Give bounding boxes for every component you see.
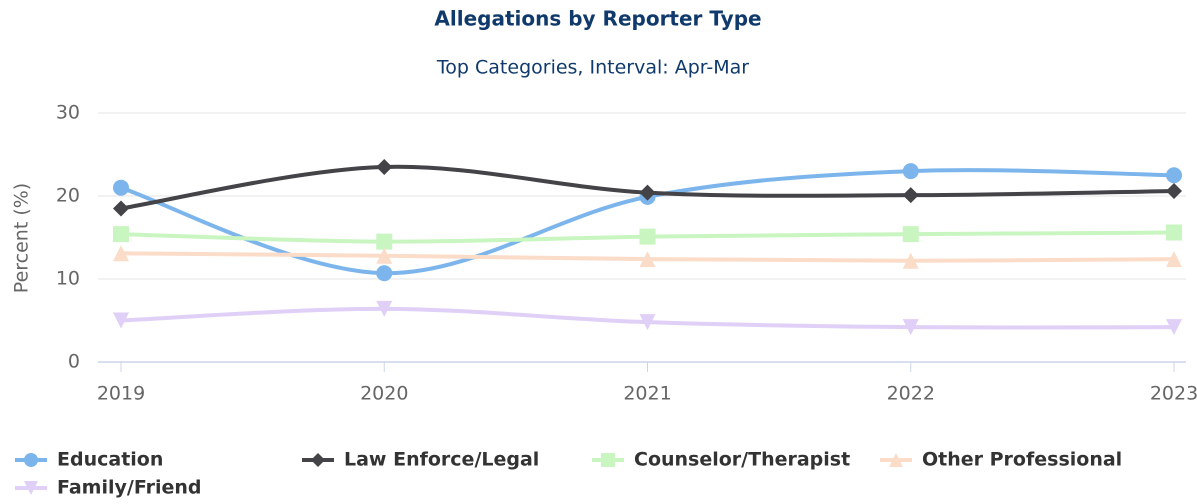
legend-label[interactable]: Other Professional (922, 449, 1122, 471)
marker (902, 187, 919, 204)
marker (1166, 319, 1182, 336)
chart-title: Allegations by Reporter Type (434, 7, 761, 31)
marker (1166, 224, 1182, 241)
y-axis-label: Percent (%) (11, 183, 33, 293)
marker (113, 226, 129, 243)
y-tick-label: 30 (56, 102, 80, 124)
x-tick-label: 2023 (1150, 383, 1197, 405)
x-tick-label: 2021 (623, 383, 671, 405)
marker (639, 251, 656, 268)
marker (113, 179, 129, 196)
marker (24, 481, 38, 495)
chart-subtitle: Top Categories, Interval: Apr-Mar (436, 57, 749, 79)
legend-label[interactable]: Education (57, 449, 163, 471)
marker (639, 314, 656, 331)
legend-label[interactable]: Counselor/Therapist (634, 449, 850, 471)
marker (639, 184, 656, 201)
marker (311, 453, 325, 467)
marker (376, 300, 393, 317)
x-tick-label: 2019 (97, 383, 145, 405)
x-tick-label: 2022 (887, 383, 935, 405)
marker (376, 233, 393, 250)
marker (376, 158, 393, 175)
marker (902, 163, 919, 180)
marker (376, 247, 393, 264)
marker (889, 453, 903, 467)
marker (1166, 183, 1182, 200)
y-tick-label: 10 (56, 268, 80, 290)
marker (376, 265, 393, 282)
marker (902, 252, 919, 269)
marker (113, 312, 129, 329)
legend-label[interactable]: Law Enforce/Legal (344, 449, 539, 471)
marker (601, 453, 615, 467)
x-tick-label: 2020 (360, 383, 408, 405)
marker (24, 453, 38, 467)
marker (1166, 251, 1182, 268)
marker (1166, 167, 1182, 184)
marker (113, 200, 129, 217)
y-tick-label: 0 (68, 351, 80, 373)
marker (113, 245, 129, 262)
y-tick-label: 20 (56, 185, 80, 207)
marker (902, 226, 919, 243)
legend-label[interactable]: Family/Friend (57, 477, 202, 499)
marker (902, 319, 919, 336)
marker (639, 228, 656, 245)
